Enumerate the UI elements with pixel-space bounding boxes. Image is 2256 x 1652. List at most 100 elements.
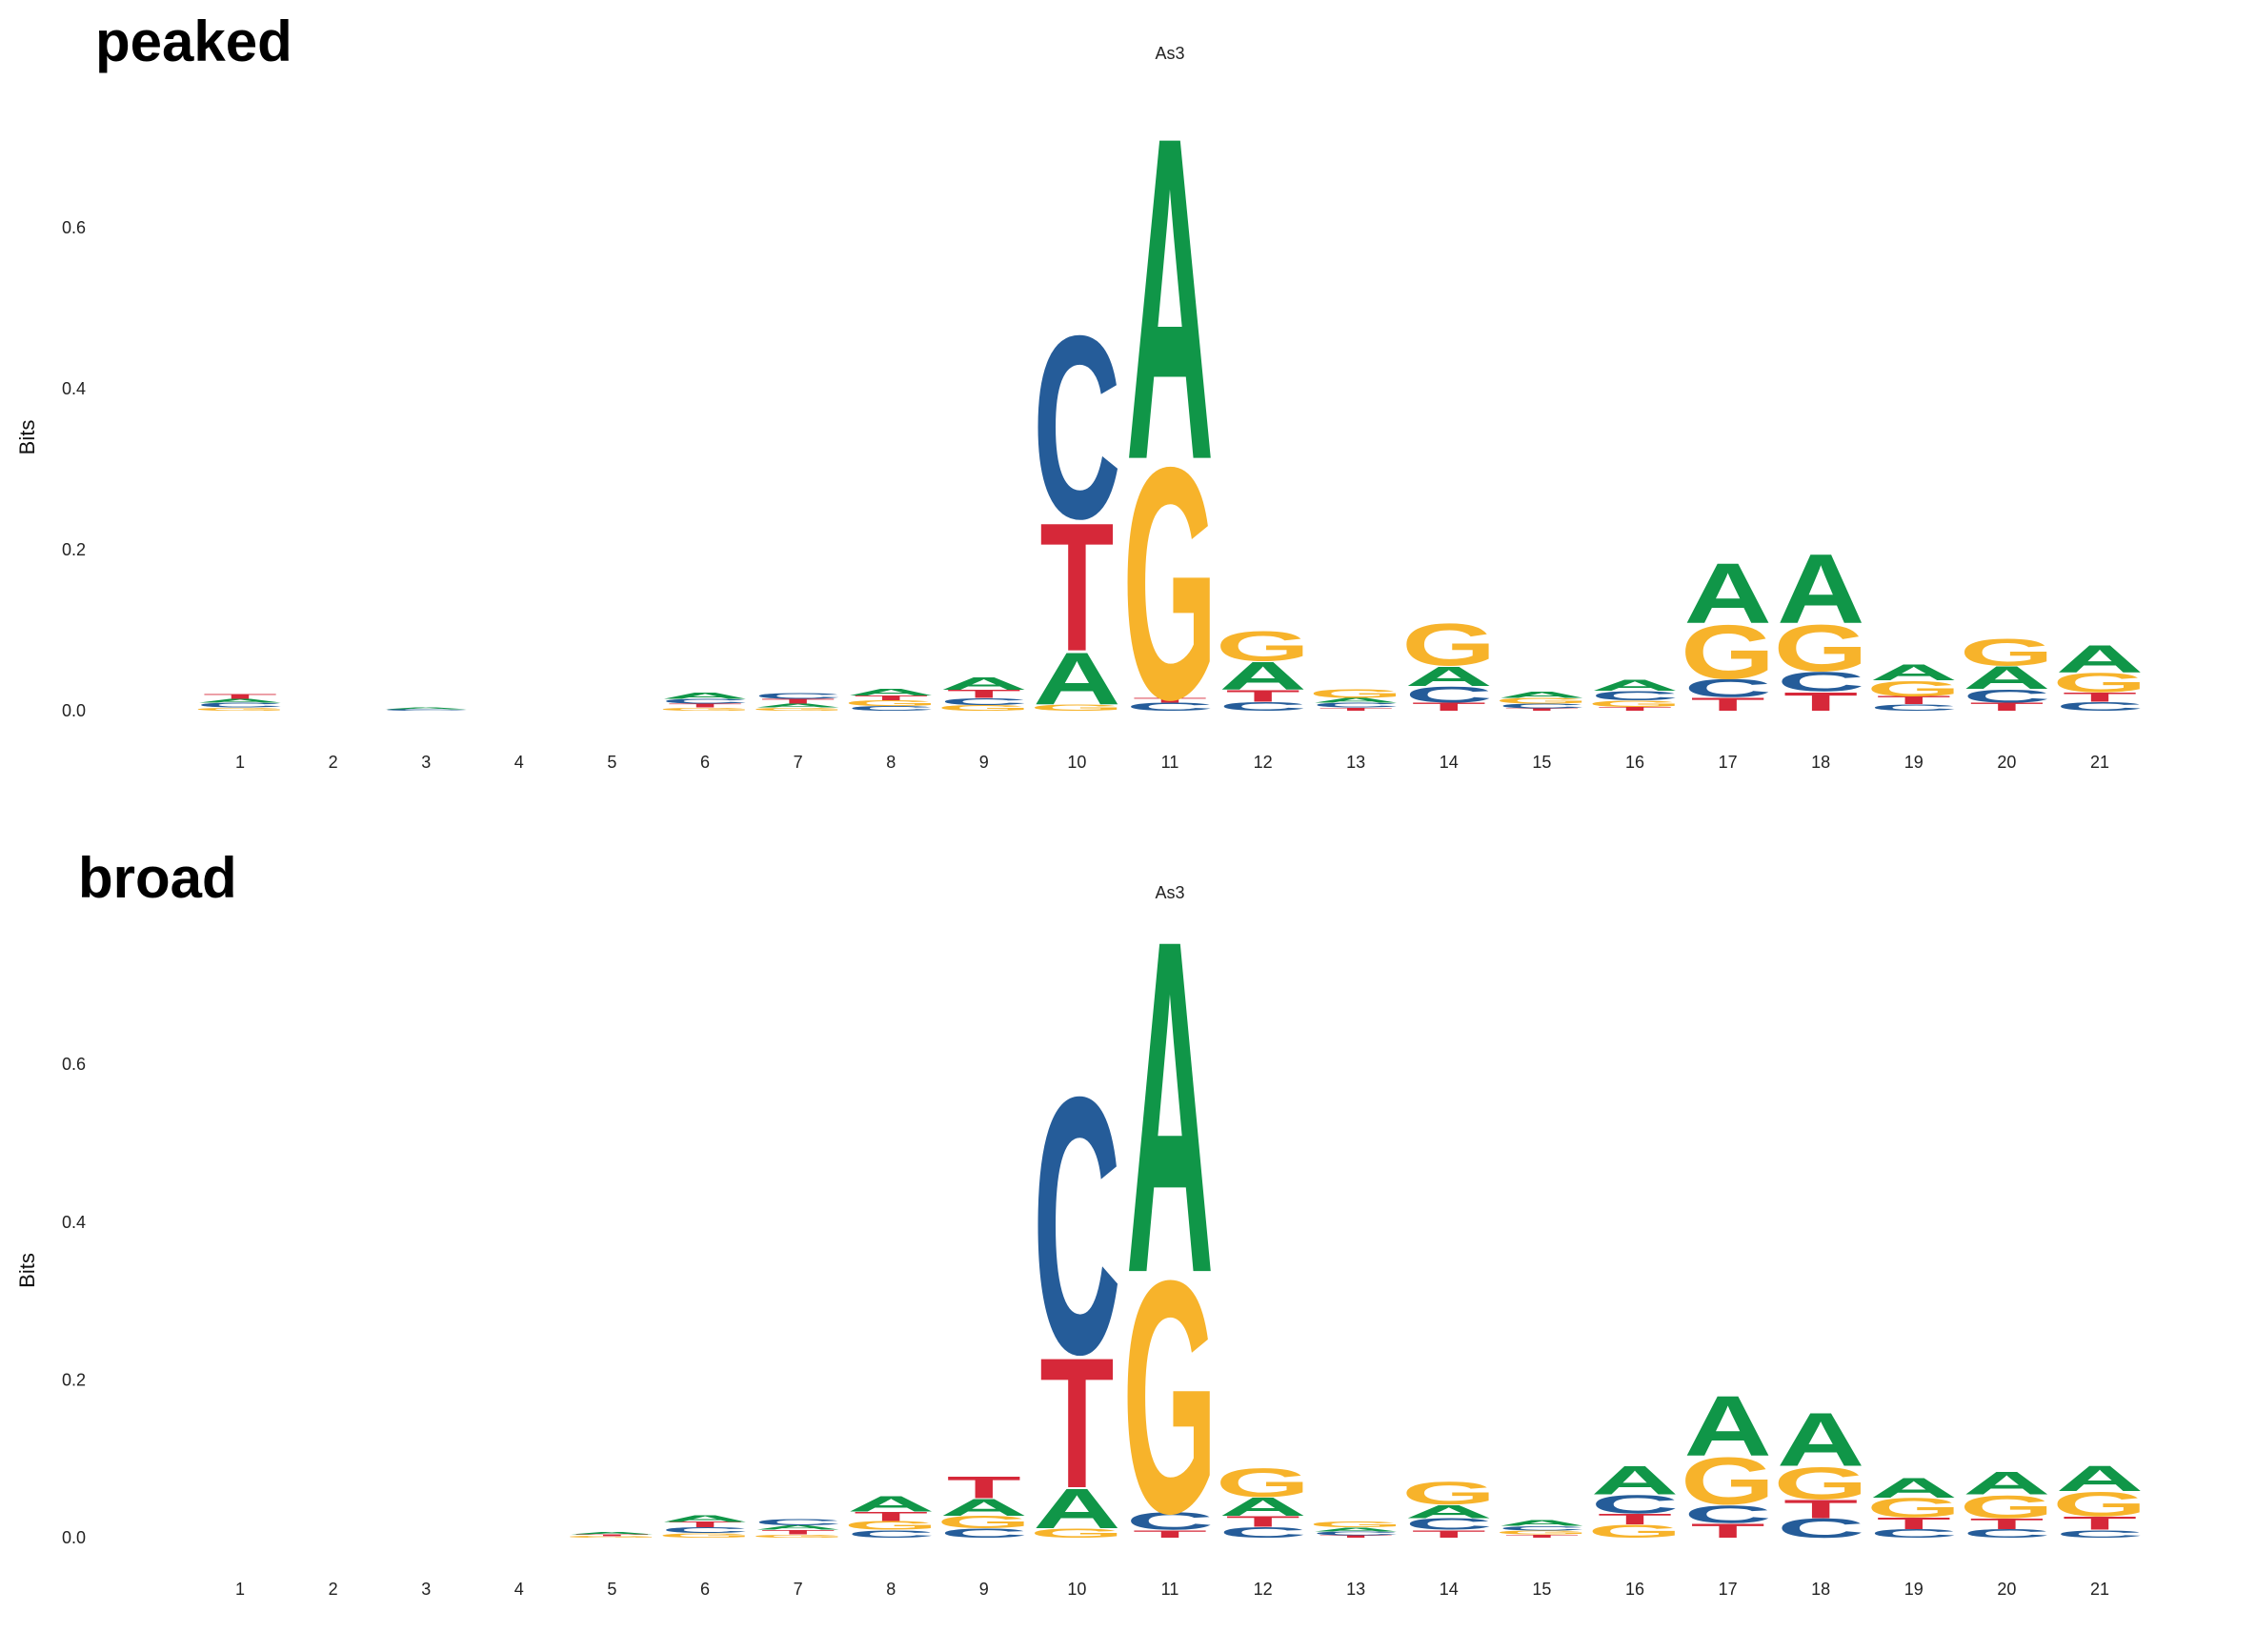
svg-text:C: C <box>1033 282 1120 574</box>
logo-letter-a: A <box>2056 1459 2144 1499</box>
svg-text:A: A <box>847 687 935 698</box>
x-tick-label: 18 <box>1811 753 1830 772</box>
svg-text:A: A <box>940 674 1028 694</box>
x-tick-label: 8 <box>886 1580 896 1599</box>
x-tick-label: 1 <box>235 1580 245 1599</box>
logo-letter-a: A <box>1126 41 1214 555</box>
logo-letter-c: C <box>1033 282 1120 574</box>
logo-letter-g: G <box>1401 1475 1496 1511</box>
x-tick-label: 21 <box>2090 753 2109 772</box>
logo-letter-a: A <box>661 1513 749 1523</box>
svg-text:C: C <box>754 692 841 700</box>
logo-letter-g: G <box>1216 623 1310 671</box>
logo-panel-broad: broad As3 Bits 0.0 0.2 0.4 0.6 1 2 3 4 5 6 7 8 9 10 11 12… <box>0 826 2256 1652</box>
logo-letter-a: A <box>1591 676 1679 694</box>
svg-text:A: A <box>1870 659 1958 685</box>
svg-text:C: C <box>754 1518 841 1527</box>
x-tick-label: 14 <box>1440 753 1459 772</box>
x-tick-label: 7 <box>794 753 803 772</box>
x-tick-label: 17 <box>1719 1580 1738 1599</box>
x-tick-label: 5 <box>607 753 616 772</box>
logo-letter-a: A <box>1870 659 1958 685</box>
x-tick-label: 4 <box>514 753 524 772</box>
x-tick-label: 16 <box>1625 1580 1644 1599</box>
svg-text:A: A <box>1126 41 1214 555</box>
x-tick-label: 9 <box>979 753 989 772</box>
svg-text:A: A <box>1126 841 1214 1373</box>
x-tick-label: 20 <box>1997 1580 2016 1599</box>
sequence-logo-peaked: As3Bits0.00.20.40.61 2 3 4 5 6 7 8 9 10 11 12 13 14 15… <box>0 0 2256 826</box>
logo-letter-a: A <box>1498 690 1585 699</box>
logo-letter-a: A <box>1777 1398 1864 1482</box>
svg-text:A: A <box>1591 1459 1679 1503</box>
svg-text:T: T <box>203 693 277 700</box>
logo-letter-a: A <box>1777 534 1864 644</box>
svg-text:A: A <box>2056 637 2144 681</box>
logo-letter-c: C <box>754 1518 841 1527</box>
x-tick-label: 5 <box>607 1580 616 1599</box>
svg-text:A: A <box>1870 1472 1958 1503</box>
x-tick-label: 14 <box>1440 1580 1459 1599</box>
logo-letter-g: G <box>1216 1461 1310 1505</box>
logo-letter-a: A <box>847 687 935 698</box>
logo-letter-a: A <box>1683 1379 1771 1474</box>
logo-letter-a: A <box>940 674 1028 694</box>
logo-letter-a: A <box>1126 841 1214 1373</box>
svg-text:A: A <box>1963 1464 2050 1501</box>
x-tick-label: 2 <box>329 1580 338 1599</box>
svg-text:T: T <box>947 1471 1021 1505</box>
y-tick-label: 0.2 <box>62 540 86 559</box>
logo-letter-c: C <box>1033 1019 1120 1430</box>
svg-text:A: A <box>1591 676 1679 694</box>
logo-panel-peaked: peaked As3 Bits 0.0 0.2 0.4 0.6 1 2 3 4 5 6 7 8 9 10 11 1… <box>0 0 2256 826</box>
x-tick-label: 2 <box>329 753 338 772</box>
x-tick-label: 7 <box>794 1580 803 1599</box>
svg-text:A: A <box>1683 546 1771 641</box>
logo-letter-c: C <box>754 692 841 700</box>
y-axis-label: Bits <box>15 420 39 455</box>
x-tick-label: 4 <box>514 1580 524 1599</box>
logo-letter-a: A <box>2056 637 2144 681</box>
x-tick-label: 8 <box>886 753 896 772</box>
x-tick-label: 6 <box>700 1580 710 1599</box>
y-axis-label: Bits <box>15 1253 39 1288</box>
svg-text:A: A <box>847 1492 935 1516</box>
svg-text:A: A <box>661 691 749 700</box>
x-tick-label: 21 <box>2090 1580 2109 1599</box>
logo-letter-a: A <box>847 1492 935 1516</box>
svg-text:A: A <box>1777 534 1864 644</box>
svg-text:G: G <box>1401 1475 1496 1511</box>
svg-text:A: A <box>1683 1379 1771 1474</box>
svg-text:A: A <box>1777 1398 1864 1482</box>
x-tick-label: 12 <box>1254 753 1273 772</box>
x-tick-label: 15 <box>1532 753 1551 772</box>
logo-letter-g: G <box>1960 632 2054 674</box>
logo-letter-t: T <box>203 693 277 700</box>
logo-letter-a: A <box>1498 1519 1585 1527</box>
svg-text:G: G <box>1309 1521 1403 1529</box>
x-tick-label: 12 <box>1254 1580 1273 1599</box>
svg-text:A: A <box>1498 1519 1585 1527</box>
logo-letter-t: T <box>947 1471 1021 1505</box>
svg-text:G: G <box>1309 687 1403 700</box>
svg-text:G: G <box>1960 632 2054 674</box>
x-tick-label: 19 <box>1904 1580 1924 1599</box>
logo-letter-g: G <box>1309 687 1403 700</box>
y-tick-label: 0.2 <box>62 1370 86 1389</box>
y-tick-label: 0.0 <box>62 701 86 720</box>
x-tick-label: 16 <box>1625 753 1644 772</box>
x-tick-label: 3 <box>421 1580 431 1599</box>
logo-letter-a: A <box>661 691 749 700</box>
x-tick-label: 19 <box>1904 753 1924 772</box>
y-tick-label: 0.4 <box>62 1213 86 1232</box>
x-tick-label: 1 <box>235 753 245 772</box>
svg-text:A: A <box>661 1513 749 1523</box>
svg-text:A: A <box>2056 1459 2144 1499</box>
y-tick-label: 0.6 <box>62 1055 86 1074</box>
x-tick-label: 3 <box>421 753 431 772</box>
x-tick-label: 10 <box>1067 1580 1086 1599</box>
y-tick-label: 0.4 <box>62 379 86 398</box>
x-tick-label: 17 <box>1719 753 1738 772</box>
logo-letter-a: A <box>1870 1472 1958 1503</box>
